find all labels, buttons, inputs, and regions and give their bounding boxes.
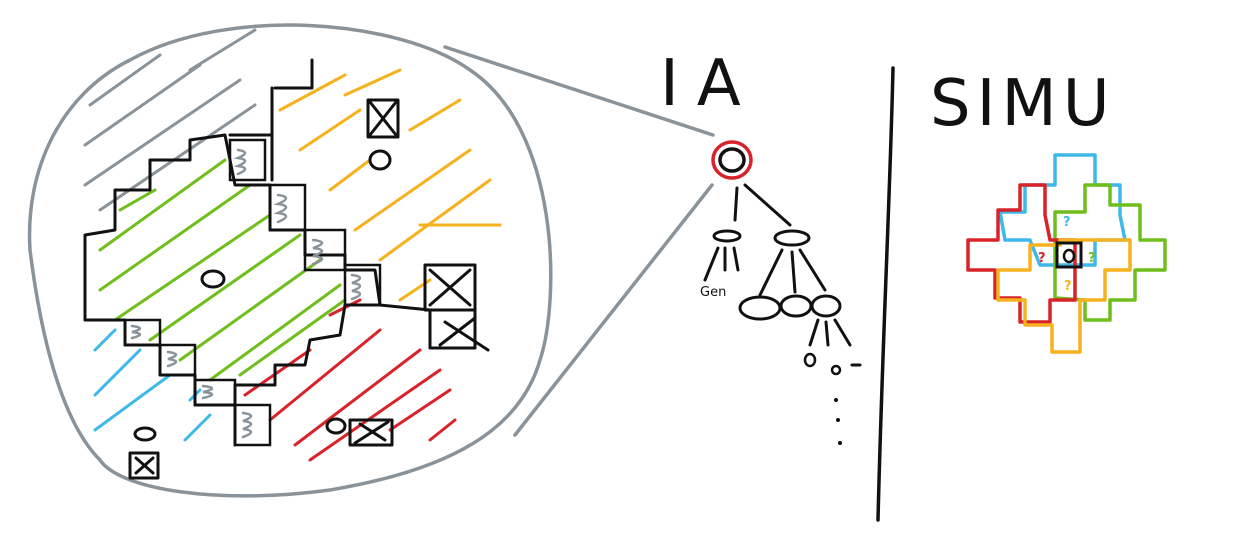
svg-text:?: ? bbox=[1064, 279, 1072, 294]
red-hatch-region bbox=[243, 298, 457, 462]
root-highlight bbox=[711, 140, 753, 180]
leaf-label: Gen bbox=[700, 285, 726, 300]
crossed-box-icon bbox=[348, 418, 394, 447]
simu-green-contour bbox=[1053, 183, 1167, 322]
tree-node-leaf-2 bbox=[830, 364, 842, 376]
ring-icon bbox=[368, 149, 392, 171]
tree-edges bbox=[703, 183, 852, 347]
simu-orange-contour bbox=[996, 238, 1132, 354]
crossed-box-icon bbox=[366, 98, 400, 139]
wall-strokes bbox=[228, 58, 432, 447]
svg-text:?: ? bbox=[1063, 215, 1071, 230]
section-divider bbox=[876, 66, 895, 522]
simu-center-cell bbox=[1055, 241, 1083, 269]
tree-node-child-2 bbox=[773, 229, 811, 247]
zoom-connector-top bbox=[443, 45, 715, 137]
svg-text:?: ? bbox=[1038, 251, 1046, 266]
crossed-box-icon bbox=[423, 263, 490, 352]
tree-node-grandchild-2 bbox=[779, 294, 813, 318]
bubble-outline bbox=[27, 23, 553, 498]
zoom-connector-bottom bbox=[513, 183, 714, 437]
frontier-cells bbox=[123, 138, 382, 447]
gray-hatch-region bbox=[83, 28, 257, 212]
tree-node-grandchild-1 bbox=[738, 295, 782, 321]
root-node bbox=[718, 147, 746, 173]
ia-title: IA bbox=[660, 47, 759, 121]
tree-node-child-1 bbox=[712, 229, 742, 243]
simu-question-marks: ? ? ? ? bbox=[1038, 215, 1096, 294]
green-hatch-region bbox=[98, 158, 347, 382]
tree-node-grandchild-3 bbox=[810, 294, 842, 318]
simu-red-contour bbox=[966, 183, 1077, 324]
ia-section: IA Gen bbox=[660, 47, 862, 445]
simu-title: SIMU bbox=[930, 67, 1116, 141]
ring-icon bbox=[133, 426, 157, 442]
ring-icon bbox=[325, 417, 347, 435]
blue-hatch-region bbox=[93, 328, 212, 442]
svg-text:?: ? bbox=[1088, 251, 1096, 266]
ring-icon bbox=[200, 269, 226, 289]
ring-icon bbox=[1062, 248, 1076, 264]
zoom-bubble bbox=[27, 23, 715, 498]
simu-section: SIMU ? ? ? ? bbox=[930, 67, 1167, 354]
crossed-box-icon bbox=[128, 451, 160, 480]
tree-ellipsis bbox=[834, 398, 842, 445]
tree-node-leaf-1 bbox=[803, 352, 817, 368]
